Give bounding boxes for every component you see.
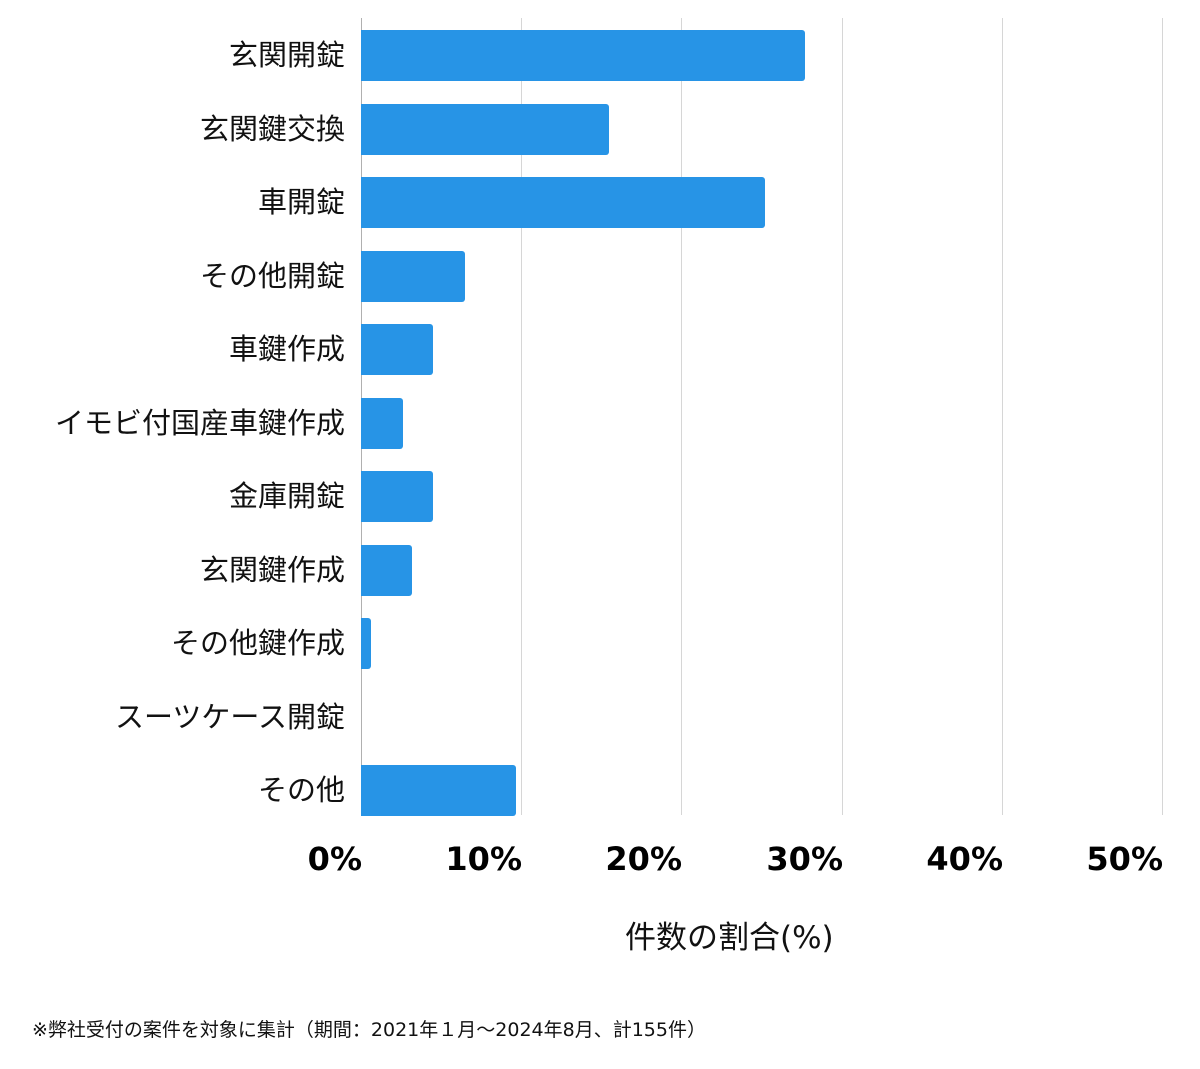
- x-tick-label: 50%: [1086, 840, 1163, 878]
- footnote: ※弊社受付の案件を対象に集計（期間：2021年１月～2024年8月、計155件）: [32, 1019, 706, 1041]
- gridline: [842, 18, 843, 815]
- x-tick-label: 30%: [766, 840, 843, 878]
- x-tick-label: 10%: [445, 840, 522, 878]
- category-label: 玄関鍵作成: [199, 552, 345, 587]
- category-label: イモビ付国産車鍵作成: [54, 405, 345, 440]
- category-label: スーツケース開錠: [115, 699, 345, 734]
- x-tick-label: 20%: [605, 840, 682, 878]
- bar: [361, 250, 466, 302]
- gridline: [681, 18, 682, 815]
- category-label: 玄関開錠: [228, 38, 345, 72]
- bar: [361, 544, 413, 596]
- bar: [361, 324, 434, 375]
- category-label: 金庫開錠: [228, 479, 345, 513]
- category-label: その他: [257, 773, 345, 807]
- x-tick-label: 40%: [926, 840, 1003, 878]
- category-label: その他開錠: [199, 258, 345, 293]
- gridline: [521, 18, 522, 815]
- gridline: [1002, 18, 1003, 815]
- category-label: 車開錠: [257, 185, 345, 219]
- bar: [361, 397, 403, 449]
- bar: [361, 177, 765, 228]
- bar: [361, 765, 517, 816]
- bar: [361, 103, 610, 155]
- bar: [361, 618, 371, 669]
- category-label: 車鍵作成: [228, 332, 345, 366]
- x-axis-label: 件数の割合(%): [625, 920, 834, 956]
- category-label: 玄関鍵交換: [199, 111, 345, 146]
- plot-area: [361, 18, 1163, 816]
- gridline: [1162, 18, 1163, 815]
- bar: [361, 471, 434, 522]
- x-tick-label: 0%: [307, 840, 362, 878]
- bar: [361, 30, 805, 81]
- category-label: その他鍵作成: [170, 626, 345, 660]
